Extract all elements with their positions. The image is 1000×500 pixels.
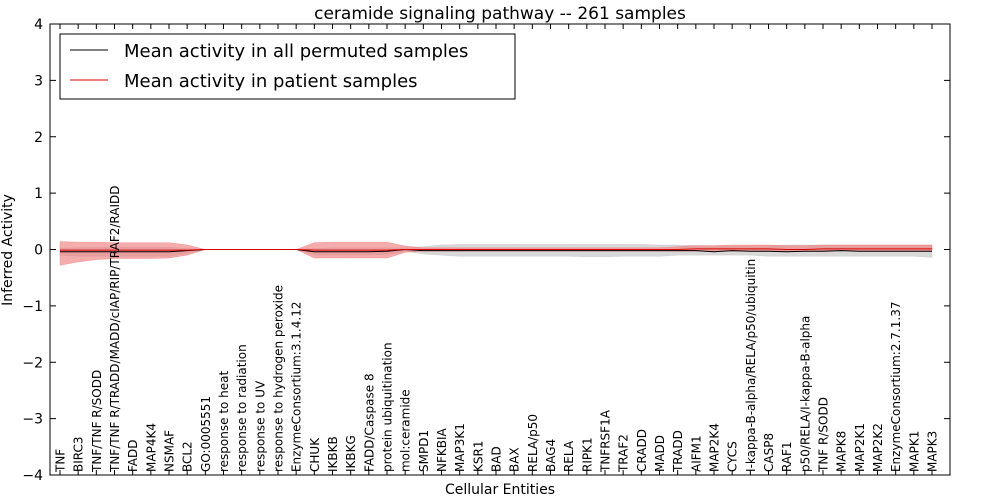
x-tick-label: KSR1: [471, 440, 485, 471]
x-tick-label: protein ubiquitination: [381, 342, 395, 472]
x-tick-label: MAP2K2: [871, 423, 885, 472]
x-tick-label: MAPK8: [835, 431, 849, 472]
y-tick-label: 0: [34, 243, 43, 259]
x-tick-label: SMPD1: [417, 430, 431, 472]
x-tick-label: EnzymeConsortium:2.7.1.37: [889, 302, 903, 473]
x-tick-label: MAP4K4: [144, 423, 158, 472]
x-tick-label: NSMAF: [163, 430, 177, 472]
x-tick-label: RAF1: [780, 441, 794, 472]
x-tick-label: TNF/TNF R/SODD: [90, 370, 104, 473]
x-tick-label: CASP8: [762, 433, 776, 472]
x-tick-label: response to heat: [217, 370, 231, 472]
legend: Mean activity in all permuted samples Me…: [59, 33, 516, 100]
legend-label-permuted: Mean activity in all permuted samples: [124, 41, 468, 62]
x-tick-label: IKBKG: [344, 435, 358, 472]
line-patient: [60, 248, 932, 251]
x-axis-ticks: TNF BIRC3 TNF/TNF R/SODD TNF/TNF R/TRADD/MA…: [54, 24, 940, 475]
y-tick-label: 1: [34, 186, 43, 202]
x-tick-label: EnzymeConsortium:3.1.4.12: [290, 302, 304, 473]
x-tick-label: TRAF2: [617, 434, 631, 473]
x-tick-label: CYCS: [726, 441, 740, 472]
y-tick-label: −1: [22, 299, 43, 315]
x-tick-label: TNF: [54, 449, 68, 473]
x-tick-label: RELA: [562, 440, 576, 472]
x-tick-label: response to radiation: [235, 344, 249, 472]
x-tick-label: AIFM1: [689, 435, 703, 472]
x-axis-label: Cellular Entities: [445, 482, 555, 498]
x-tick-label: MAPK3: [926, 431, 940, 472]
y-tick-label: −2: [22, 355, 43, 371]
x-tick-label: MAP2K1: [853, 423, 867, 472]
x-tick-label: MAP2K4: [708, 423, 722, 472]
x-tick-label: I-kappa-B-alpha/RELA/p50/ubiquitin: [744, 259, 758, 472]
x-tick-label: RELA/p50: [526, 414, 540, 472]
x-tick-label: CHUK: [308, 437, 322, 472]
confidence-bands: [59, 241, 933, 266]
y-axis-ticks: 4 3 2 1 0 −1 −2 −3 −4: [22, 17, 950, 484]
y-axis-label: Inferred Activity: [0, 194, 16, 306]
y-tick-label: 4: [34, 17, 43, 33]
x-tick-label: MADD: [653, 435, 667, 472]
x-tick-label: TNFRSF1A: [599, 409, 613, 473]
plot-frame: [49, 23, 951, 476]
x-tick-label: BIRC3: [72, 437, 86, 473]
x-tick-label: p50/RELA/I-kappa-B-alpha: [798, 316, 812, 472]
x-tick-label: MAPK1: [907, 431, 921, 472]
legend-box: [59, 33, 516, 100]
x-tick-label: MAP3K1: [453, 423, 467, 472]
x-tick-label: TNF R/SODD: [817, 397, 831, 473]
x-tick-label: TNF/TNF R/TRADD/MADD/cIAP/RIP/TRAF2/RAID…: [108, 186, 122, 474]
x-tick-label: response to UV: [253, 380, 267, 472]
y-tick-label: −4: [22, 468, 43, 484]
x-tick-label: FADD/Caspase 8: [362, 373, 376, 472]
y-tick-label: 2: [34, 130, 43, 146]
x-tick-label: mol:ceramide: [399, 389, 413, 472]
x-tick-label: RIPK1: [580, 437, 594, 472]
x-tick-label: IKBKB: [326, 436, 340, 472]
x-tick-label: TRADD: [671, 430, 685, 473]
x-tick-label: BCL2: [181, 441, 195, 472]
x-tick-label: BAD: [490, 446, 504, 472]
legend-label-patient: Mean activity in patient samples: [124, 71, 418, 92]
y-tick-label: 3: [34, 73, 43, 89]
x-tick-label: BAG4: [544, 439, 558, 472]
x-tick-label: CRADD: [635, 429, 649, 472]
band-patient: [59, 241, 933, 266]
x-tick-label: response to hydrogen peroxide: [272, 285, 286, 472]
series-lines: [60, 248, 932, 253]
x-tick-label: NFKBIA: [435, 427, 449, 472]
x-tick-label: FADD: [126, 440, 140, 473]
x-tick-label: BAX: [508, 447, 522, 472]
x-tick-label: GO:0005551: [199, 396, 213, 472]
y-tick-label: −3: [22, 412, 43, 428]
chart-title: ceramide signaling pathway -- 261 sample…: [314, 4, 686, 24]
